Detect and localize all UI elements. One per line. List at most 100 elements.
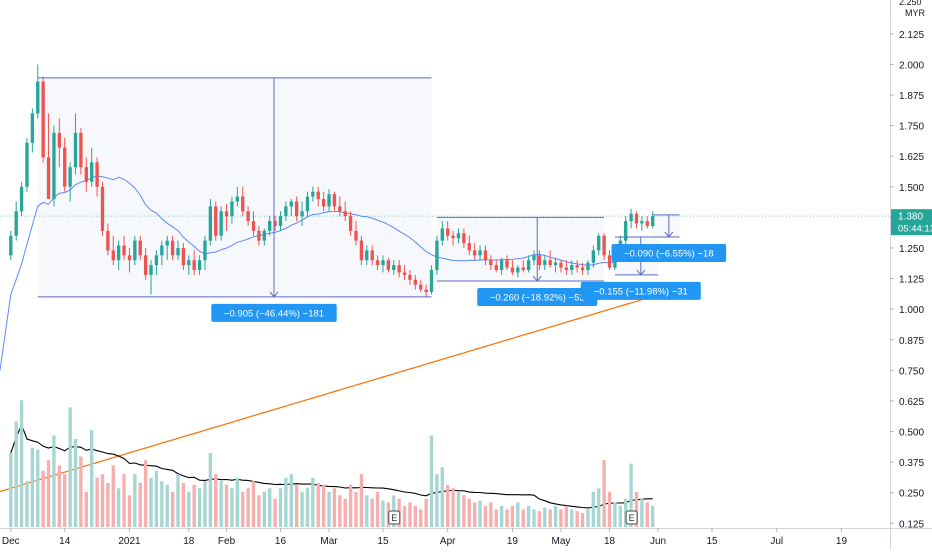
measurement-lines: [37, 77, 680, 298]
price-tick-label: 0.375: [899, 458, 924, 469]
candle-body: [348, 216, 353, 231]
candle-body: [419, 284, 423, 290]
time-tick-label: Apr: [440, 536, 456, 547]
volume-bar: [311, 477, 315, 527]
last-price-countdown: 05:44:13: [898, 224, 932, 235]
volume-bar: [203, 481, 207, 527]
volume-bar: [19, 400, 24, 527]
volume-bar: [440, 467, 444, 527]
volume-bar: [327, 491, 331, 527]
measure-label: −0.260 (−18.92%) −52: [490, 293, 585, 304]
volume-bar: [548, 509, 552, 527]
volume-bar: [553, 505, 558, 527]
measure-arrow: [636, 269, 646, 276]
candle-body: [160, 245, 164, 256]
candle-body: [446, 228, 450, 236]
candle-body: [41, 81, 45, 158]
price-tick-label: 1.875: [899, 91, 924, 102]
candle-body: [203, 240, 207, 261]
volume-bar: [543, 507, 547, 527]
candle-body: [284, 206, 288, 217]
candle-body: [19, 186, 24, 212]
volume-bar: [63, 474, 67, 527]
candle-body: [489, 260, 493, 266]
candle-body: [564, 267, 569, 271]
time-tick-label: 16: [275, 536, 287, 547]
candle-body: [526, 260, 531, 271]
time-tick-label: 19: [507, 536, 519, 547]
volume-bar: [284, 477, 288, 527]
volume-bar: [294, 484, 299, 527]
volume-bar: [192, 484, 196, 527]
price-tick-label: 0.500: [899, 428, 924, 439]
volume-bar: [634, 491, 639, 527]
volume-bar: [84, 491, 88, 527]
candle-body: [559, 262, 563, 268]
volume-bar: [273, 498, 277, 527]
price-tick-label: 0.750: [899, 366, 924, 377]
measure-label-box: [611, 243, 727, 262]
candle-body: [57, 132, 62, 148]
volume-bar: [429, 435, 434, 527]
measurement-band: [652, 214, 680, 237]
volume-bar: [68, 407, 72, 527]
volume-bar: [165, 484, 169, 527]
volume-bar: [537, 511, 542, 527]
candle-body: [294, 201, 299, 217]
candle-body: [570, 265, 574, 271]
volume-bar: [143, 460, 148, 527]
candle-body: [187, 260, 191, 266]
volume-bar: [305, 488, 310, 527]
candle-body: [537, 255, 542, 266]
time-axis: Dec 14 2021 18 Feb 16 Mar 15 Apr 19 May 18 Jun 15 Jul 1…: [0, 528, 932, 551]
last-price-value: 1.380: [898, 212, 923, 223]
candle-body: [462, 233, 466, 244]
time-tick-label: Jun: [650, 536, 666, 547]
candle-body: [397, 265, 401, 273]
volume-bar: [602, 460, 606, 527]
volume-bar: [278, 488, 283, 527]
candle-body: [381, 260, 385, 266]
candle-body: [95, 162, 99, 187]
candle-body: [273, 221, 277, 226]
candle-body: [532, 255, 536, 261]
price-tick-label: 0.875: [899, 336, 924, 347]
candle-body: [311, 191, 315, 197]
price-tick-label: 0.125: [899, 519, 924, 530]
volume-bar: [489, 502, 493, 527]
candle-body: [176, 247, 180, 256]
candle-body: [408, 274, 412, 280]
volume-bar: [510, 505, 515, 527]
volume-bar: [197, 488, 202, 527]
candle-body: [575, 265, 579, 268]
candle-body: [68, 167, 72, 187]
price-tick-label: 1.500: [899, 183, 924, 194]
candle-body: [602, 235, 606, 256]
candle-body: [300, 211, 304, 217]
candle-body: [634, 213, 639, 224]
candle-body: [645, 221, 649, 226]
volume-bar: [181, 483, 186, 527]
price-tick-label: 2.000: [899, 60, 924, 71]
volume-bar: [95, 477, 99, 527]
earnings-marker-box: [625, 510, 638, 525]
volume-bar: [170, 491, 175, 527]
candle-body: [343, 211, 347, 217]
volume-bar: [348, 484, 353, 527]
volume-bar: [235, 477, 240, 527]
candle-body: [472, 250, 477, 256]
volume-bar: [46, 460, 51, 527]
candle-body: [499, 260, 504, 271]
measure-arrow: [532, 275, 542, 282]
volume-bar: [413, 505, 418, 527]
volume-bar: [9, 453, 13, 527]
candle-body: [429, 270, 434, 293]
candle-body: [451, 235, 455, 239]
candle-body: [149, 265, 153, 275]
volume-bar: [419, 509, 423, 527]
candles: [0, 64, 890, 297]
candle-body: [230, 201, 234, 217]
